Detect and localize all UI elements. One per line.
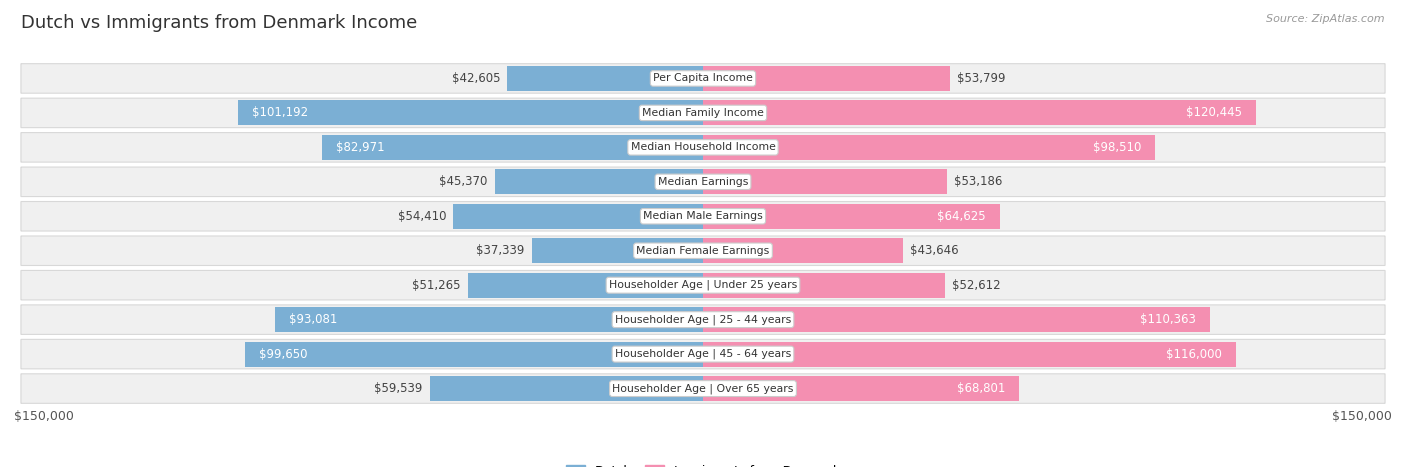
Bar <box>430 376 703 401</box>
Text: $52,612: $52,612 <box>952 279 1000 292</box>
Text: $43,646: $43,646 <box>910 244 959 257</box>
Text: Median Earnings: Median Earnings <box>658 177 748 187</box>
FancyBboxPatch shape <box>21 64 1385 93</box>
Bar <box>531 238 703 263</box>
Bar <box>703 66 950 91</box>
FancyBboxPatch shape <box>21 202 1385 231</box>
Text: Householder Age | 25 - 44 years: Householder Age | 25 - 44 years <box>614 314 792 325</box>
Text: $54,410: $54,410 <box>398 210 446 223</box>
Bar <box>703 342 1236 367</box>
Bar <box>276 307 703 332</box>
Bar <box>703 204 1000 229</box>
Text: $59,539: $59,539 <box>374 382 423 395</box>
Bar <box>703 238 904 263</box>
Bar <box>468 273 703 297</box>
FancyBboxPatch shape <box>21 133 1385 162</box>
Text: $53,186: $53,186 <box>955 175 1002 188</box>
FancyBboxPatch shape <box>21 98 1385 127</box>
Text: $150,000: $150,000 <box>14 410 75 423</box>
FancyBboxPatch shape <box>21 340 1385 369</box>
Text: Dutch vs Immigrants from Denmark Income: Dutch vs Immigrants from Denmark Income <box>21 14 418 32</box>
Bar <box>703 307 1211 332</box>
Text: $68,801: $68,801 <box>957 382 1005 395</box>
Bar <box>238 100 703 125</box>
Bar <box>245 342 703 367</box>
Text: $53,799: $53,799 <box>957 72 1005 85</box>
Legend: Dutch, Immigrants from Denmark: Dutch, Immigrants from Denmark <box>561 460 845 467</box>
Text: Householder Age | Under 25 years: Householder Age | Under 25 years <box>609 280 797 290</box>
Text: Median Male Earnings: Median Male Earnings <box>643 211 763 221</box>
Text: $101,192: $101,192 <box>252 106 308 120</box>
Text: Householder Age | Over 65 years: Householder Age | Over 65 years <box>612 383 794 394</box>
Text: $150,000: $150,000 <box>1331 410 1392 423</box>
Text: Median Female Earnings: Median Female Earnings <box>637 246 769 256</box>
Bar <box>703 376 1019 401</box>
Bar <box>703 273 945 297</box>
Text: Per Capita Income: Per Capita Income <box>652 73 754 84</box>
Text: $98,510: $98,510 <box>1094 141 1142 154</box>
Bar <box>495 170 703 194</box>
Text: $64,625: $64,625 <box>938 210 986 223</box>
Text: Source: ZipAtlas.com: Source: ZipAtlas.com <box>1267 14 1385 24</box>
Text: $93,081: $93,081 <box>290 313 337 326</box>
Text: $82,971: $82,971 <box>336 141 384 154</box>
Text: $37,339: $37,339 <box>477 244 524 257</box>
Text: Median Family Income: Median Family Income <box>643 108 763 118</box>
Text: Householder Age | 45 - 64 years: Householder Age | 45 - 64 years <box>614 349 792 359</box>
Text: $42,605: $42,605 <box>451 72 501 85</box>
Bar <box>322 135 703 160</box>
FancyBboxPatch shape <box>21 270 1385 300</box>
FancyBboxPatch shape <box>21 167 1385 197</box>
Text: $116,000: $116,000 <box>1166 347 1222 361</box>
Text: $51,265: $51,265 <box>412 279 461 292</box>
Bar <box>703 100 1256 125</box>
Text: $110,363: $110,363 <box>1140 313 1197 326</box>
Text: $99,650: $99,650 <box>259 347 308 361</box>
FancyBboxPatch shape <box>21 305 1385 334</box>
Bar <box>453 204 703 229</box>
Bar <box>703 135 1156 160</box>
Bar <box>508 66 703 91</box>
Bar <box>703 170 948 194</box>
Text: $45,370: $45,370 <box>439 175 488 188</box>
FancyBboxPatch shape <box>21 236 1385 265</box>
Text: Median Household Income: Median Household Income <box>630 142 776 152</box>
Text: $120,445: $120,445 <box>1187 106 1243 120</box>
FancyBboxPatch shape <box>21 374 1385 403</box>
